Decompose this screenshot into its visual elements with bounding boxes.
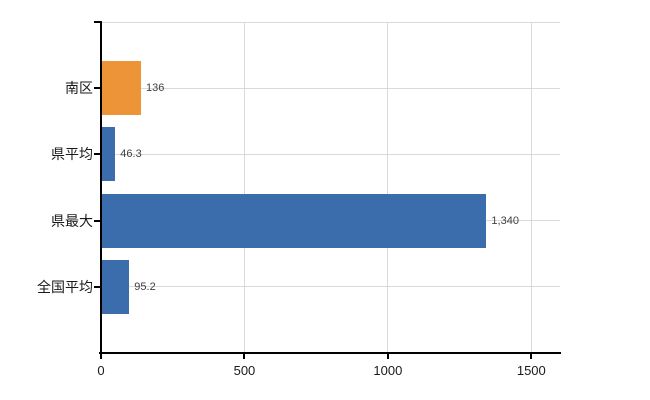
category-label: 南区	[65, 80, 93, 97]
x-tick	[386, 353, 389, 359]
plot-top-border	[101, 21, 560, 23]
x-tick	[243, 353, 246, 359]
value-label: 95.2	[134, 280, 156, 293]
y-tick	[94, 219, 101, 222]
gridline-horizontal	[101, 87, 560, 89]
bar-県最大	[102, 193, 487, 248]
gridline-vertical	[387, 22, 389, 353]
y-tick	[94, 87, 101, 90]
x-tick-label: 0	[97, 363, 105, 378]
gridline-vertical	[530, 22, 532, 353]
x-tick-label: 1500	[516, 363, 546, 378]
x-axis	[99, 352, 561, 354]
x-tick-label: 500	[233, 363, 256, 378]
bar-県平均	[102, 127, 116, 182]
gridline-horizontal	[101, 153, 560, 155]
x-tick-label: 1000	[373, 363, 403, 378]
category-label: 県最大	[51, 212, 93, 229]
bar-南区	[102, 61, 141, 116]
category-label: 全国平均	[37, 278, 93, 295]
bar-全国平均	[102, 259, 130, 314]
value-label: 136	[146, 82, 165, 95]
value-label: 46.3	[120, 148, 142, 161]
y-axis	[100, 21, 102, 354]
x-tick	[530, 353, 533, 359]
x-tick	[100, 353, 102, 359]
y-tick	[94, 153, 101, 156]
gridline-horizontal	[101, 286, 560, 288]
category-label: 県平均	[51, 146, 93, 163]
y-tick	[94, 285, 101, 288]
value-label: 1,340	[491, 214, 519, 227]
gridline-vertical	[243, 22, 245, 353]
y-tick	[94, 21, 101, 23]
